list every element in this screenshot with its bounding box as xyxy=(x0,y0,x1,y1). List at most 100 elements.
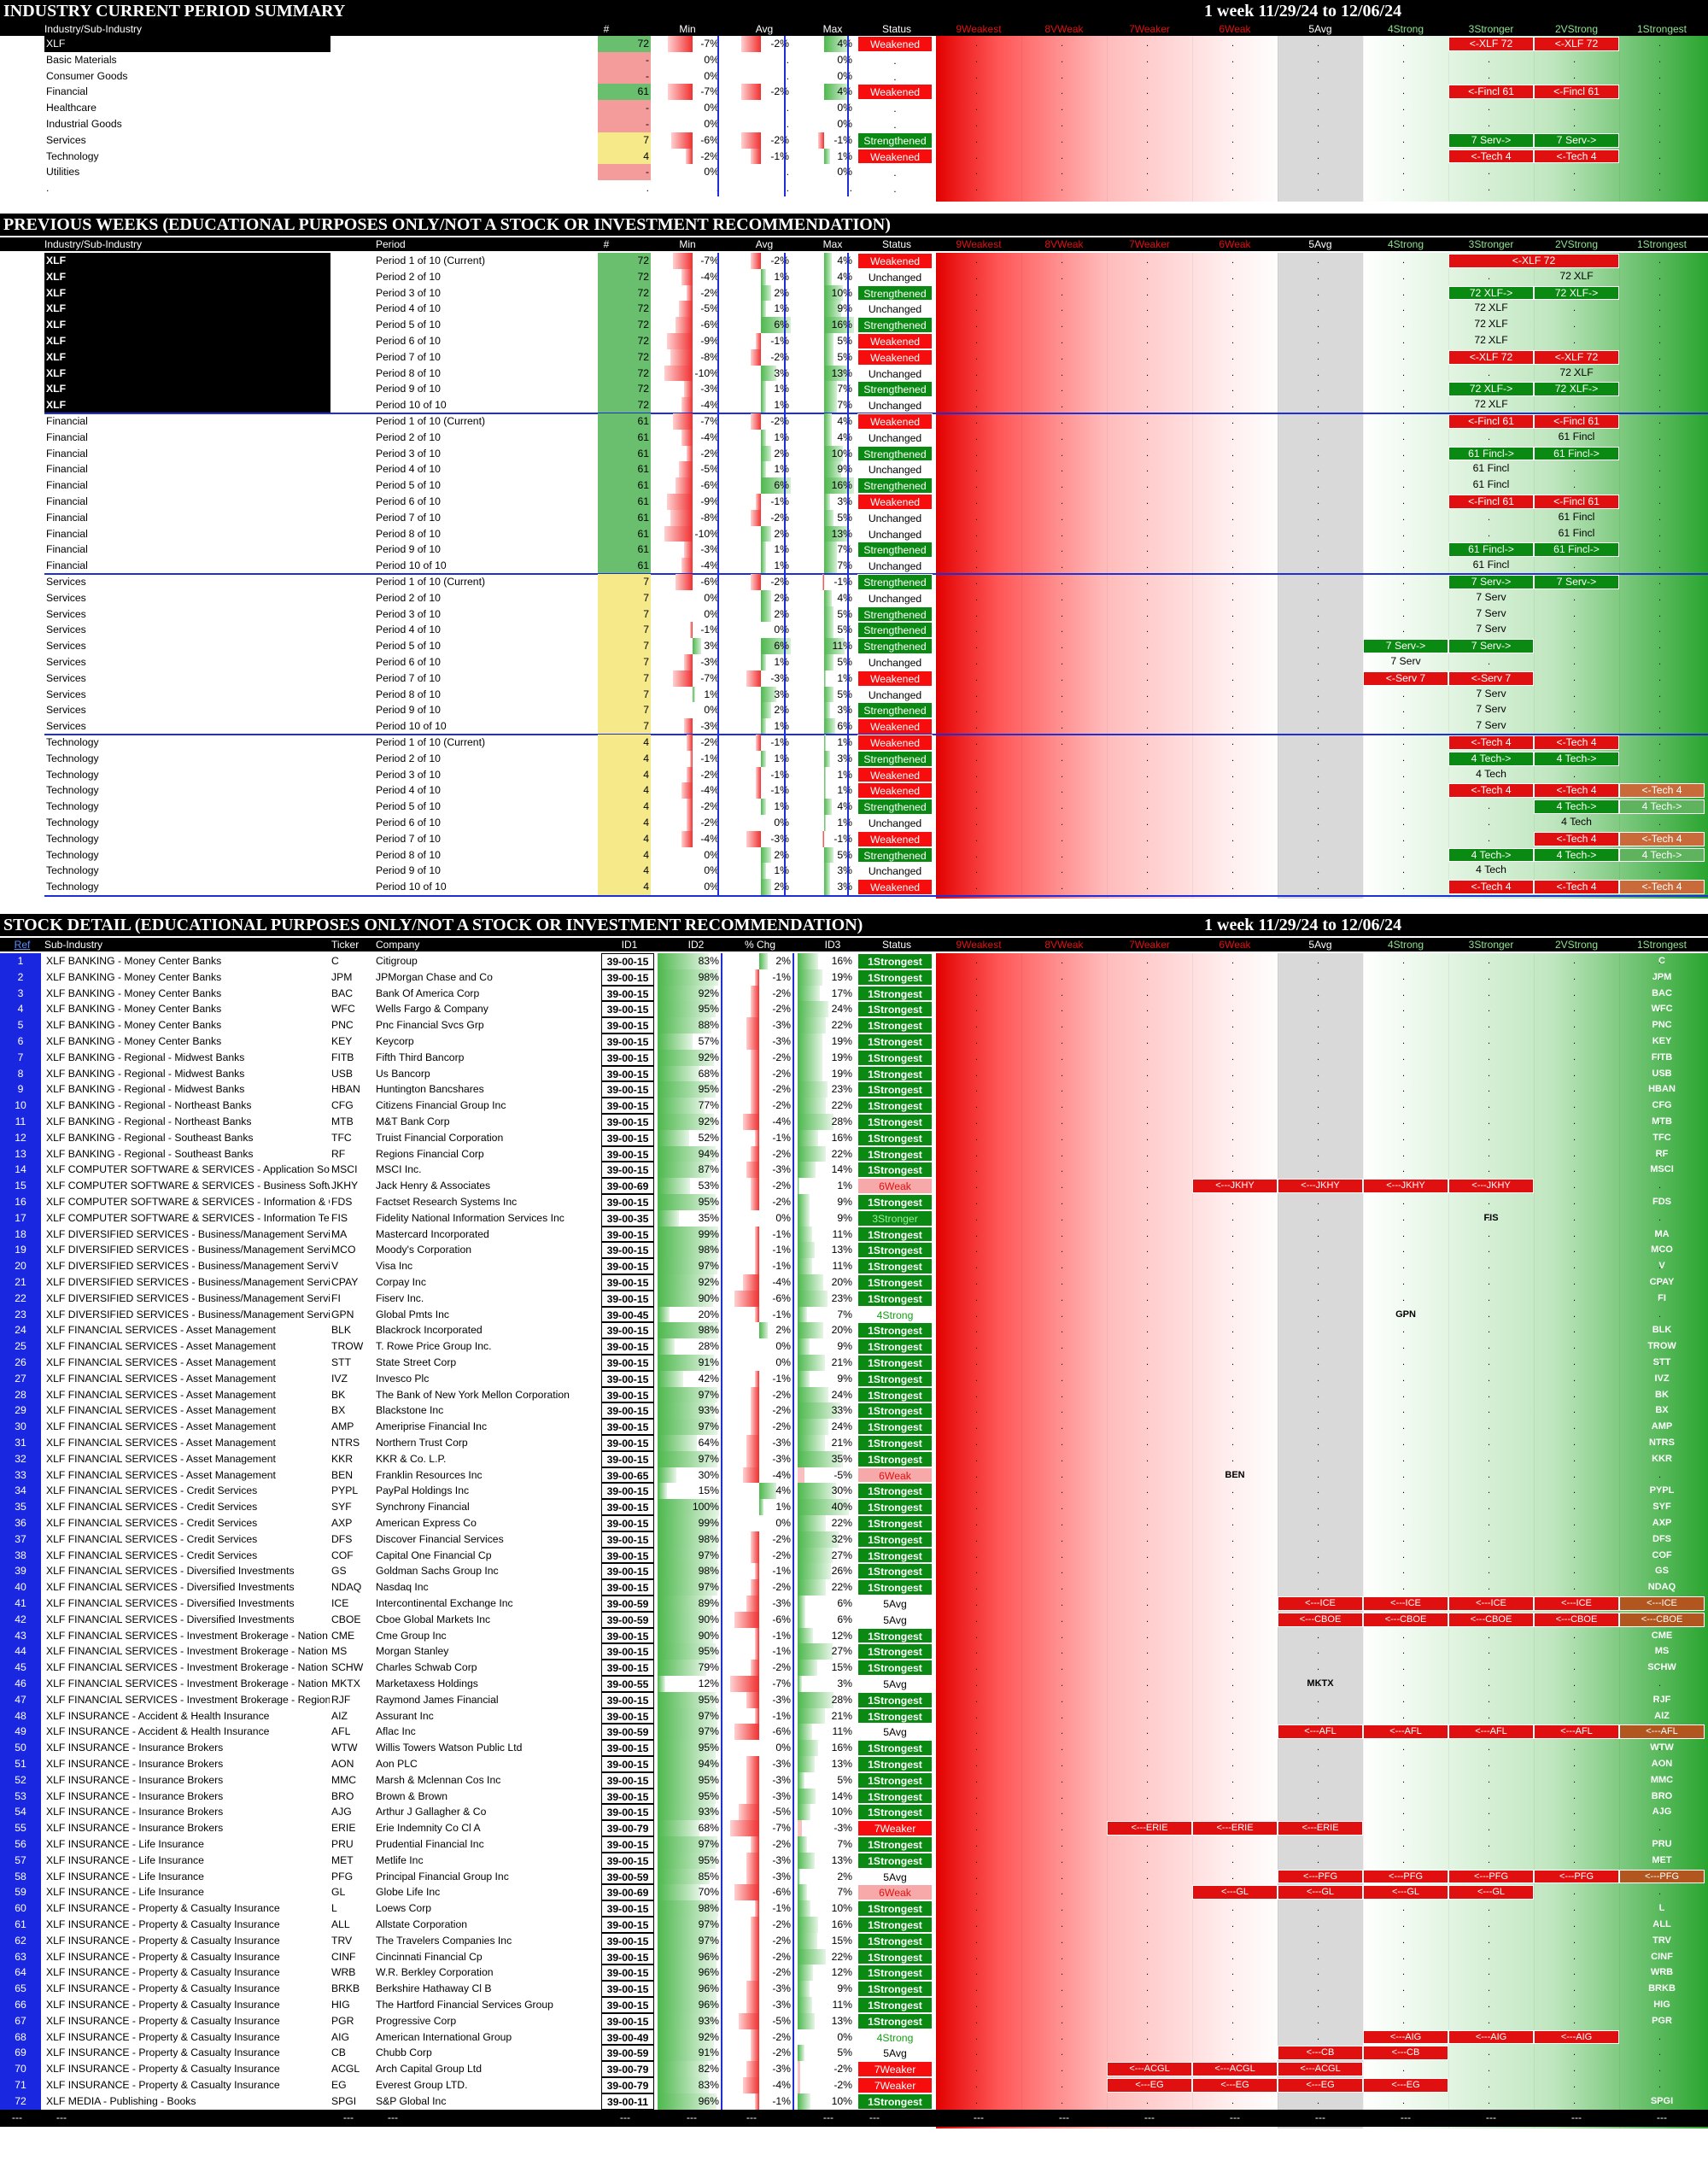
stock-status: 1Strongest xyxy=(857,1450,933,1467)
ref-number[interactable]: 67 xyxy=(0,2012,41,2029)
ref-number[interactable]: 69 xyxy=(0,2045,41,2062)
ref-number[interactable]: 7 xyxy=(0,1049,41,1066)
ref-number[interactable]: 16 xyxy=(0,1194,41,1210)
detail-header-ref[interactable]: Ref xyxy=(14,939,31,951)
ref-number[interactable]: 18 xyxy=(0,1226,41,1243)
ref-number[interactable]: 28 xyxy=(0,1386,41,1403)
ref-number[interactable]: 4 xyxy=(0,1001,41,1018)
ref-number[interactable]: 55 xyxy=(0,1820,41,1836)
ref-number[interactable]: 12 xyxy=(0,1129,41,1146)
ref-number[interactable]: 50 xyxy=(0,1740,41,1756)
ref-number[interactable]: 21 xyxy=(0,1274,41,1291)
ref-number[interactable]: 15 xyxy=(0,1178,41,1194)
ref-number[interactable]: 11 xyxy=(0,1114,41,1130)
id3-bar xyxy=(798,1660,817,1676)
ref-number[interactable]: 35 xyxy=(0,1499,41,1515)
empty-dot: . xyxy=(1402,1341,1406,1352)
ref-number[interactable]: 2 xyxy=(0,969,41,986)
ref-number[interactable]: 25 xyxy=(0,1338,41,1355)
ref-number[interactable]: 33 xyxy=(0,1467,41,1484)
ref-number[interactable]: 58 xyxy=(0,1868,41,1885)
ref-number[interactable]: 41 xyxy=(0,1596,41,1612)
empty-dot: . xyxy=(1317,336,1320,346)
ref-number[interactable]: 13 xyxy=(0,1145,41,1162)
ref-number[interactable]: 42 xyxy=(0,1611,41,1628)
ref-number[interactable]: 8 xyxy=(0,1065,41,1082)
ref-number[interactable]: 9 xyxy=(0,1081,41,1098)
ref-number[interactable]: 32 xyxy=(0,1450,41,1467)
previous-min-bar xyxy=(676,574,693,590)
empty-dot: . xyxy=(1573,1887,1576,1898)
ref-number[interactable]: 43 xyxy=(0,1627,41,1644)
ref-number[interactable]: 1 xyxy=(0,953,41,969)
ref-number[interactable]: 72 xyxy=(0,2093,41,2110)
ref-number[interactable]: 26 xyxy=(0,1355,41,1371)
ref-number[interactable]: 59 xyxy=(0,1884,41,1901)
ref-number[interactable]: 64 xyxy=(0,1964,41,1982)
ref-number[interactable]: 54 xyxy=(0,1804,41,1821)
ref-number[interactable]: 31 xyxy=(0,1435,41,1451)
ref-number[interactable]: 38 xyxy=(0,1547,41,1564)
stock-row: 15 XLF COMPUTER SOFTWARE & SERVICES - Bus… xyxy=(0,1178,1708,1194)
previous-industry-name: Financial xyxy=(46,527,88,540)
ref-number[interactable]: 61 xyxy=(0,1917,41,1933)
ref-number[interactable]: 39 xyxy=(0,1563,41,1580)
ref-number[interactable]: 24 xyxy=(0,1322,41,1339)
stock-bucket-ticker: CME xyxy=(1651,1630,1673,1641)
id2-value: 94% xyxy=(698,1147,719,1160)
ref-number[interactable]: 53 xyxy=(0,1788,41,1805)
ref-number[interactable]: 68 xyxy=(0,2029,41,2046)
ref-number[interactable]: 70 xyxy=(0,2061,41,2077)
ref-number[interactable]: 62 xyxy=(0,1932,41,1949)
ref-number[interactable]: 23 xyxy=(0,1306,41,1323)
previous-status: Weakened xyxy=(857,348,933,366)
ref-number[interactable]: 29 xyxy=(0,1402,41,1420)
ref-number[interactable]: 51 xyxy=(0,1756,41,1772)
empty-dot: . xyxy=(1061,987,1064,998)
ref-number[interactable]: 47 xyxy=(0,1691,41,1708)
summary-bucket-gradient-avg-column xyxy=(1278,36,1363,202)
ref-number[interactable]: 66 xyxy=(0,1997,41,2013)
ref-number[interactable]: 57 xyxy=(0,1852,41,1869)
ref-number[interactable]: 46 xyxy=(0,1676,41,1692)
ref-number[interactable]: 56 xyxy=(0,1836,41,1853)
ref-number[interactable]: 19 xyxy=(0,1242,41,1259)
ref-number[interactable]: 36 xyxy=(0,1515,41,1531)
ref-number[interactable]: 27 xyxy=(0,1370,41,1387)
ref-number[interactable]: 45 xyxy=(0,1660,41,1676)
previous-max: 4% xyxy=(837,270,852,283)
id1-code: 39-00-15 xyxy=(601,1917,654,1933)
ref-number[interactable]: 6 xyxy=(0,1033,41,1050)
empty-dot: . xyxy=(975,752,979,764)
previous-avg: 1% xyxy=(774,430,789,443)
ref-number[interactable]: 30 xyxy=(0,1419,41,1435)
previous-period: Period 9 of 10 xyxy=(376,704,441,717)
ref-number[interactable]: 49 xyxy=(0,1724,41,1741)
ref-number[interactable]: 5 xyxy=(0,1017,41,1033)
ref-number[interactable]: 65 xyxy=(0,1981,41,1997)
id3-value: 11% xyxy=(832,1999,853,2011)
ref-number[interactable]: 60 xyxy=(0,1900,41,1917)
ref-number[interactable]: 71 xyxy=(0,2077,41,2093)
stock-row: 63 XLF INSURANCE - Property & Casualty In… xyxy=(0,1948,1708,1965)
id2-value: 97% xyxy=(698,1452,719,1465)
ref-number[interactable]: 52 xyxy=(0,1771,41,1789)
ref-number[interactable]: 10 xyxy=(0,1098,41,1114)
ref-number[interactable]: 14 xyxy=(0,1162,41,1179)
ref-number[interactable]: 63 xyxy=(0,1948,41,1965)
summary-count: . xyxy=(646,182,649,195)
ref-number[interactable]: 22 xyxy=(0,1290,41,1307)
previous-max: 3% xyxy=(837,704,852,717)
ref-number[interactable]: 20 xyxy=(0,1258,41,1274)
empty-dot: . xyxy=(1061,624,1064,635)
ref-number[interactable]: 37 xyxy=(0,1531,41,1548)
ref-number[interactable]: 34 xyxy=(0,1483,41,1500)
summary-status: . xyxy=(857,67,933,85)
ref-number[interactable]: 3 xyxy=(0,985,41,1002)
empty-dot: . xyxy=(1061,881,1064,893)
ref-number[interactable]: 44 xyxy=(0,1643,41,1660)
sub-industry: XLF BANKING - Money Center Banks xyxy=(46,970,222,983)
ref-number[interactable]: 48 xyxy=(0,1707,41,1724)
ref-number[interactable]: 40 xyxy=(0,1579,41,1596)
ref-number[interactable]: 17 xyxy=(0,1209,41,1227)
